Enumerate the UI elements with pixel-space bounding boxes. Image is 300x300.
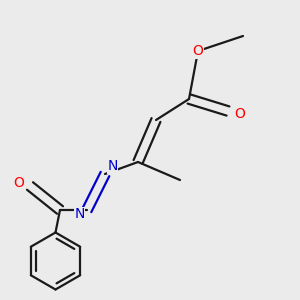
Text: N: N: [107, 160, 118, 173]
Text: O: O: [13, 176, 24, 190]
Text: N: N: [74, 208, 85, 221]
Text: O: O: [193, 44, 203, 58]
Text: O: O: [234, 107, 245, 121]
